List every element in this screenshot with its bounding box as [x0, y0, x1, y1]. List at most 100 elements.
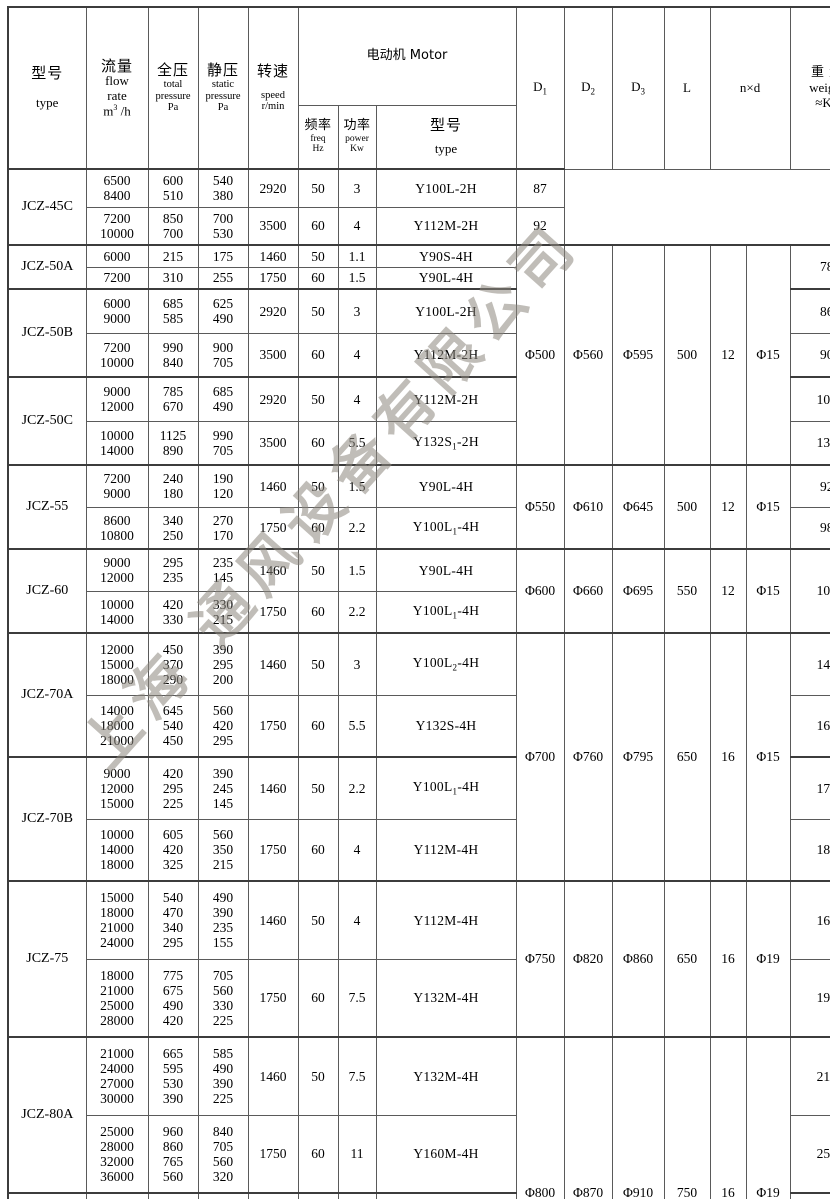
frequency-cell: 60: [297, 506, 339, 550]
d-cell: Φ15: [745, 548, 791, 634]
weight-cell: 86: [789, 288, 830, 334]
static-pressure-cell: 270 170: [197, 506, 249, 550]
table-row: 14000 18000 21000 645 540 450 560 420 295 1750 60 5…: [8, 694, 830, 758]
d2-cell: Φ660: [563, 548, 613, 634]
d-cell: Φ15: [745, 244, 791, 466]
power-cell: 5.5: [337, 1192, 377, 1199]
speed-cell: 3500: [247, 206, 299, 246]
total-pressure-cell: 685 585: [147, 288, 199, 334]
speed-cell: 2920: [247, 376, 299, 422]
static-pressure-cell: 560 420 295: [197, 694, 249, 758]
power-cell: 2.2: [337, 506, 377, 550]
table-row: 18000 21000 25000 28000 775 675 490 420 705 560 33…: [8, 958, 830, 1038]
power-cell: 3: [337, 288, 377, 334]
table-row: JCZ-50C 9000 12000 785 670 685 490 2920 50 4 Y112M…: [7, 376, 830, 466]
header-type: 型号 type: [7, 6, 87, 170]
power-cell: 1.5: [337, 464, 377, 508]
power-cell: 5.5: [337, 420, 377, 466]
table-row: 25000 28000 32000 36000 960 860 765 560 840 705 56…: [8, 1114, 830, 1194]
model-name: JCZ-80B: [7, 1192, 87, 1199]
d1-cell: Φ600: [515, 548, 565, 634]
model-name: JCZ-70A: [7, 632, 87, 758]
static-pressure-cell: 900 705: [197, 332, 249, 378]
speed-cell: 1460: [247, 756, 299, 820]
model-name: JCZ-80A: [7, 1036, 87, 1194]
static-pressure-cell: 235 145: [197, 548, 249, 592]
frequency-cell: 50: [297, 756, 339, 820]
flow-rate-cell: 7200 10000: [85, 206, 149, 246]
flow-rate-cell: 6000 9000: [85, 288, 149, 334]
motor-type-cell: Y112M-2H: [375, 376, 517, 422]
total-pressure-cell: 310: [147, 266, 199, 290]
motor-type-cell: Y132S-4H: [375, 694, 517, 758]
table-row: 7200 310 255 1750 60 1.5 Y90L-4H: [8, 266, 830, 290]
header-nd: n×d: [709, 6, 791, 170]
power-cell: 1.5: [337, 548, 377, 592]
total-pressure-cell: 420 295 225: [147, 756, 199, 820]
frequency-cell: 60: [297, 818, 339, 882]
table-row: JCZ-70A 12000 15000 18000 450 370 290 390 295 200…: [7, 632, 830, 882]
l-cell: 500: [663, 464, 711, 550]
d2-cell: Φ610: [563, 464, 613, 550]
model-name: JCZ-60: [7, 548, 87, 634]
speed-cell: 1750: [247, 590, 299, 634]
speed-cell: 1460: [247, 880, 299, 960]
motor-type-cell: Y100L1-4H: [375, 590, 517, 634]
d1-cell: Φ800: [515, 1036, 565, 1199]
static-pressure-cell: 625 490: [197, 288, 249, 334]
n-cell: 12: [709, 464, 747, 550]
power-cell: 1.1: [337, 244, 377, 268]
flow-rate-cell: 12000 15000 18000: [85, 632, 149, 696]
d3-cell: Φ860: [611, 880, 665, 1038]
table-row: 10000 14000 18000 605 420 325 560 350 215 1750 60 4…: [8, 818, 830, 882]
total-pressure-cell: 600 510: [147, 168, 199, 208]
weight-cell: 130: [789, 420, 830, 466]
d3-cell: Φ795: [611, 632, 665, 882]
total-pressure-cell: 1125 890: [147, 420, 199, 466]
power-cell: 3: [337, 168, 377, 208]
table-row: JCZ-75 15000 18000 21000 24000 540 470 340 295 49…: [7, 880, 830, 1038]
flow-rate-cell: 18000 21000 25000 28000: [85, 958, 149, 1038]
total-pressure-cell: 785 670: [147, 376, 199, 422]
power-cell: 2.2: [337, 756, 377, 820]
d1-cell: Φ750: [515, 880, 565, 1038]
power-cell: 4: [337, 206, 377, 246]
total-pressure-cell: 340 250: [147, 506, 199, 550]
frequency-cell: 50: [297, 880, 339, 960]
motor-type-cell: Y112M-4H: [375, 818, 517, 882]
motor-type-cell: Y100L-2H: [375, 288, 517, 334]
static-pressure-cell: 330 215: [197, 590, 249, 634]
total-pressure-cell: 960 860 765 560: [147, 1114, 199, 1194]
weight-cell: 170: [789, 756, 830, 820]
speed-cell: 3500: [247, 332, 299, 378]
speed-cell: 1750: [247, 506, 299, 550]
model-name: JCZ-45C: [7, 168, 87, 246]
table-row: JCZ-50B 6000 9000 685 585 625 490 2920 50 3 Y100L-…: [7, 288, 830, 378]
total-pressure-cell: 645 540 450: [147, 694, 199, 758]
static-pressure-cell: 490 390 235 155: [197, 880, 249, 960]
weight-cell: 92: [515, 206, 565, 246]
table-row: 10000 14000 420 330 330 215 1750 60 2.2 Y100L1-4H: [8, 590, 830, 634]
motor-type-cell: Y112M-2H: [375, 332, 517, 378]
frequency-cell: 50: [297, 168, 339, 208]
frequency-cell: 60: [297, 332, 339, 378]
flow-rate-cell: 9000 12000: [85, 548, 149, 592]
model-name: JCZ-50A: [7, 244, 87, 290]
model-name: JCZ-55: [7, 464, 87, 550]
weight-cell: 200: [789, 1192, 830, 1199]
speed-cell: 1460: [247, 1192, 299, 1199]
motor-type-cell: Y90S-4H: [375, 244, 517, 268]
speed-cell: 1750: [247, 266, 299, 290]
total-pressure-cell: 420 330: [147, 590, 199, 634]
header-d3: D3: [611, 6, 665, 170]
motor-type-cell: Y100L1-4H: [375, 756, 517, 820]
static-pressure-cell: 390 245 145: [197, 756, 249, 820]
model-name: JCZ-50C: [7, 376, 87, 466]
table-row: 10000 14000 1125 890 990 705 3500 60 5.5 Y132S1-2…: [8, 420, 830, 466]
d-cell: Φ15: [745, 632, 791, 882]
flow-rate-cell: 7200 10000: [85, 332, 149, 378]
d2-cell: Φ560: [563, 244, 613, 466]
power-cell: 7.5: [337, 958, 377, 1038]
model-name: JCZ-75: [7, 880, 87, 1038]
